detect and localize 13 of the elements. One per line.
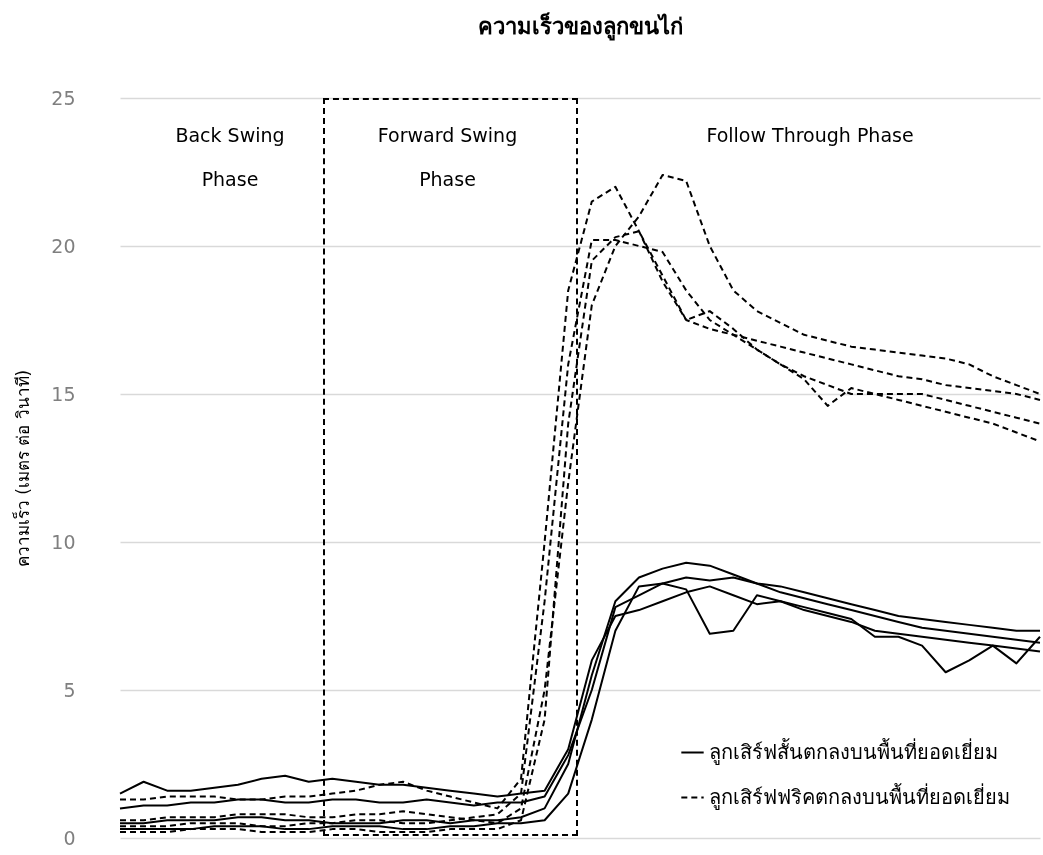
y-tick-label: 25 <box>51 86 76 109</box>
y-tick-label: 20 <box>51 234 76 257</box>
y-axis-title: ความเร็ว (เมตร ต่อ วินาที) <box>12 369 34 568</box>
y-tick-label: 5 <box>63 678 76 701</box>
y-tick-label: 15 <box>51 382 76 405</box>
annotation: Back Swing Phase <box>174 123 286 192</box>
chart-title: ความเร็วของลูกขนไก่ <box>477 12 683 41</box>
annotation: Follow Through Phase <box>705 123 915 148</box>
y-tick-label: 10 <box>51 530 76 553</box>
legend-label: ลูกเสิร์ฟฟริคตกลงบนพื้นที่ยอดเยี่ยม <box>709 782 1010 810</box>
legend-label: ลูกเสิร์ฟสั้นตกลงบนพื้นที่ยอดเยี่ยม <box>709 737 998 765</box>
y-tick-label: 0 <box>63 826 76 849</box>
annotation: Forward Swing Phase <box>376 123 519 192</box>
